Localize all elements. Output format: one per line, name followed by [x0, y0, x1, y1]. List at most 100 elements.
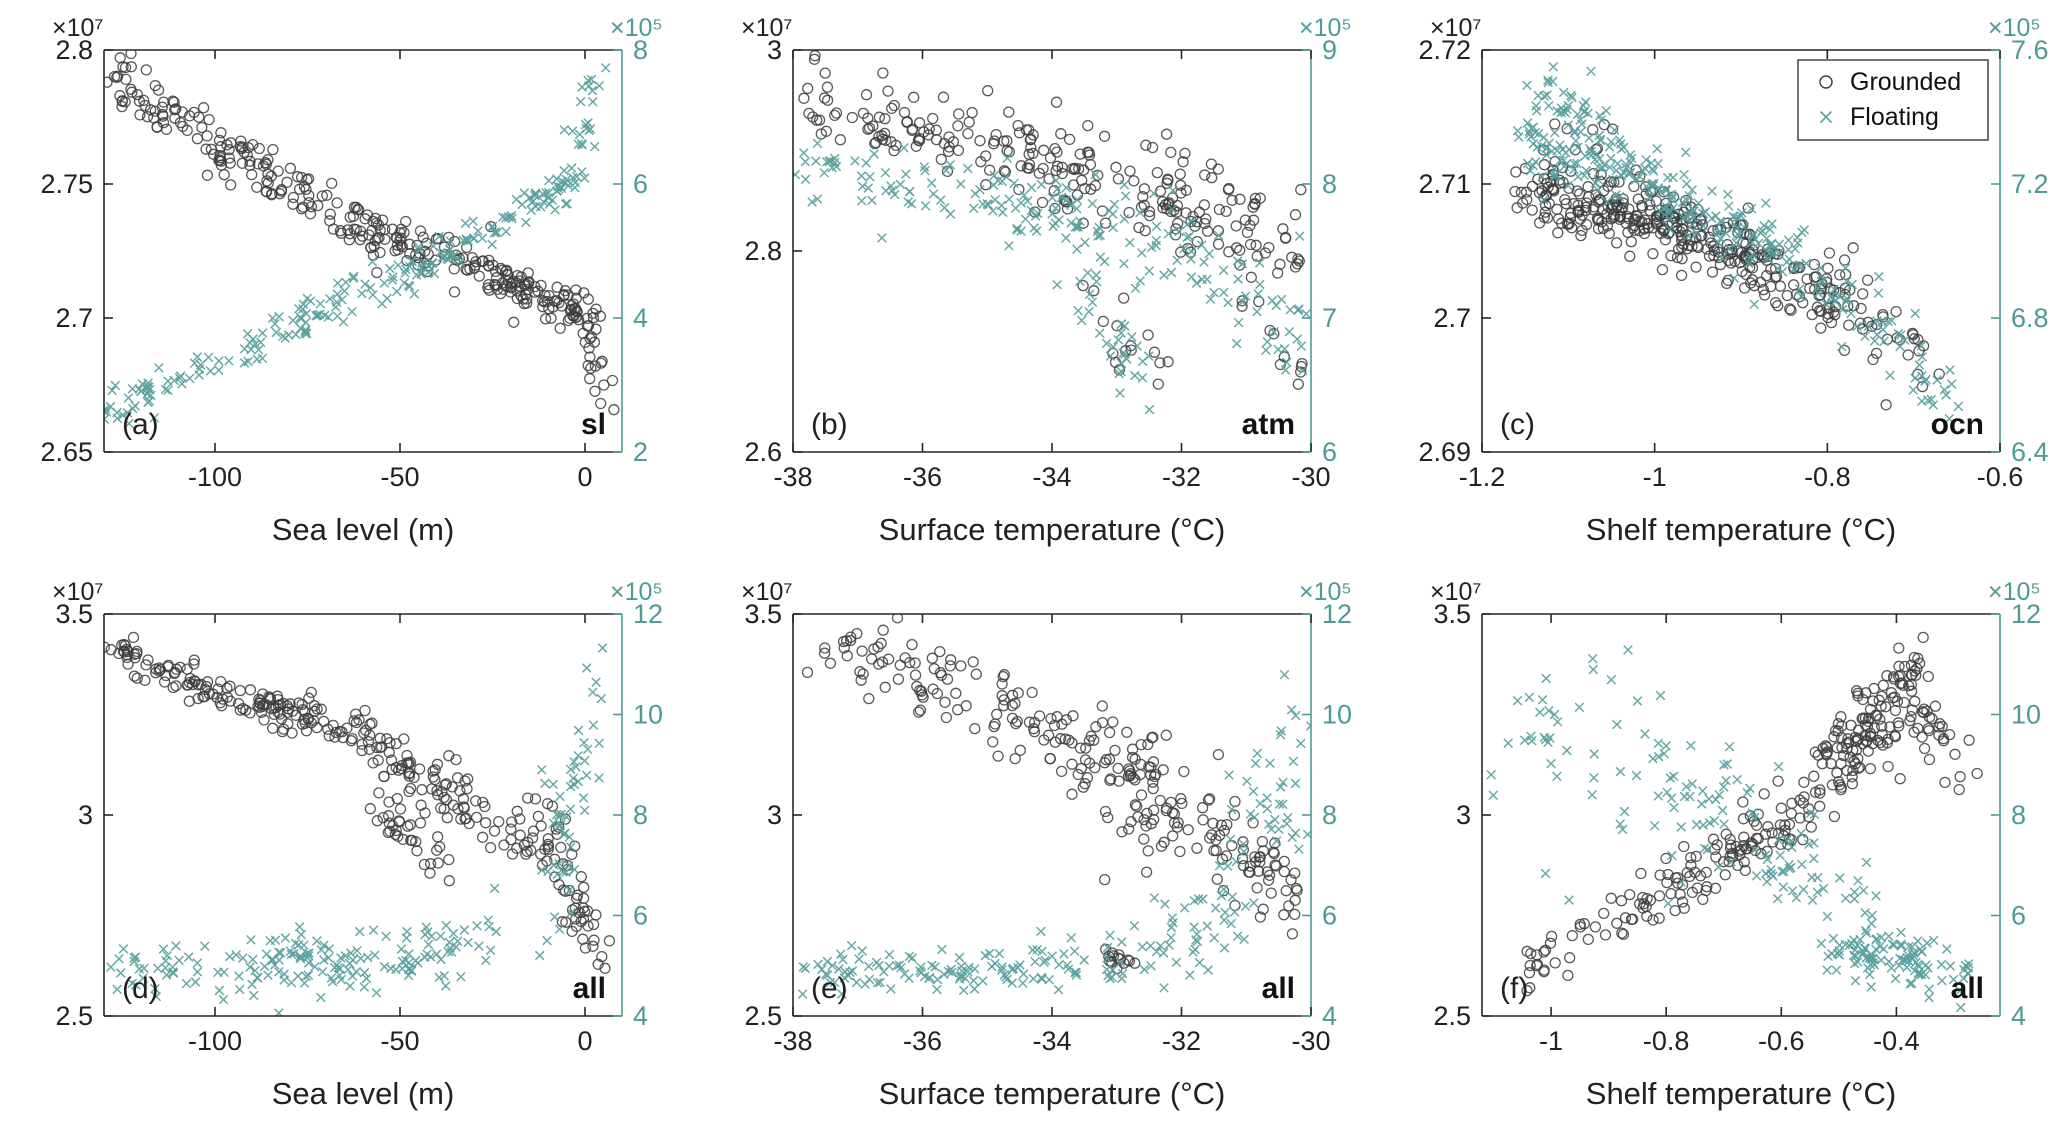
scatter-plot-d: -100 -50 0 2.5 3 3.5 4 6 8 10 12 ×10⁷ ×10⁵ Sea level …: [52, 578, 663, 1111]
plot-area: [797, 614, 1311, 999]
svg-text:2.5: 2.5: [1433, 1001, 1471, 1031]
svg-text:-50: -50: [380, 1026, 419, 1056]
svg-text:sl: sl: [581, 408, 606, 441]
scatter-plot-b: -38 -36 -34 -32 -30 2.6 2.8 3 6 7 8 9 ×10⁷ ×10⁵ Surfac…: [741, 14, 1352, 547]
svg-text:3: 3: [767, 800, 782, 830]
svg-text:-1: -1: [1643, 462, 1667, 492]
svg-text:-38: -38: [773, 462, 812, 492]
svg-text:×10⁷: ×10⁷: [741, 578, 792, 606]
svg-text:-0.8: -0.8: [1804, 462, 1851, 492]
axes: -1 -0.8 -0.6 -0.4 2.5 3 3.5 4 6 8 10 12 ×10⁷ ×10⁵ Shel…: [1430, 578, 2041, 1111]
svg-text:atm: atm: [1242, 408, 1295, 441]
svg-text:Surface temperature (°C): Surface temperature (°C): [879, 512, 1226, 547]
series-floating: [104, 62, 611, 429]
svg-text:×10⁵: ×10⁵: [610, 578, 663, 606]
axes: -100 -50 0 2.5 3 3.5 4 6 8 10 12 ×10⁷ ×10⁵ Sea level …: [52, 578, 663, 1111]
svg-text:2.69: 2.69: [1418, 437, 1471, 467]
svg-text:-0.6: -0.6: [1758, 1026, 1805, 1056]
series-grounded: [798, 50, 1308, 390]
series-floating: [1512, 61, 1964, 424]
svg-text:Shelf temperature (°C): Shelf temperature (°C): [1586, 1076, 1896, 1111]
svg-text:4: 4: [633, 1001, 648, 1031]
svg-text:-0.6: -0.6: [1977, 462, 2024, 492]
panel-e: -38 -36 -34 -32 -30 2.5 3 3.5 4 6 8 10 12 ×10⁷ ×10⁵ Sur…: [689, 564, 1378, 1128]
panel-d: -100 -50 0 2.5 3 3.5 4 6 8 10 12 ×10⁷ ×10⁵ Sea level …: [0, 564, 689, 1128]
svg-text:-36: -36: [903, 462, 942, 492]
svg-text:(c): (c): [1500, 408, 1535, 441]
svg-text:(b): (b): [811, 408, 848, 441]
svg-text:×10⁷: ×10⁷: [741, 14, 792, 42]
svg-text:7.6: 7.6: [2011, 35, 2049, 65]
svg-text:(f): (f): [1500, 972, 1528, 1005]
svg-text:8: 8: [1322, 169, 1337, 199]
plot-area: [104, 631, 616, 1016]
svg-text:3.5: 3.5: [55, 599, 93, 629]
svg-text:2: 2: [633, 437, 648, 467]
svg-text:Floating: Floating: [1850, 103, 1939, 131]
svg-text:6: 6: [1322, 437, 1337, 467]
svg-text:2.5: 2.5: [55, 1001, 93, 1031]
svg-text:8: 8: [633, 800, 648, 830]
svg-text:12: 12: [1322, 599, 1352, 629]
svg-text:(a): (a): [122, 408, 159, 441]
svg-text:2.6: 2.6: [744, 437, 782, 467]
svg-text:2.7: 2.7: [55, 303, 93, 333]
svg-text:2.75: 2.75: [40, 169, 93, 199]
svg-text:-100: -100: [188, 1026, 242, 1056]
legend: Grounded Floating: [1797, 59, 1989, 141]
scatter-plot-e: -38 -36 -34 -32 -30 2.5 3 3.5 4 6 8 10 12 ×10⁷ ×10⁵ Sur…: [741, 578, 1352, 1111]
svg-text:-0.4: -0.4: [1873, 1026, 1920, 1056]
svg-text:Surface temperature (°C): Surface temperature (°C): [879, 1076, 1226, 1111]
plot-area: [1509, 61, 1964, 424]
svg-text:-100: -100: [188, 462, 242, 492]
svg-text:Sea level (m): Sea level (m): [272, 1076, 455, 1111]
svg-text:(e): (e): [811, 972, 848, 1005]
svg-text:2.71: 2.71: [1418, 169, 1471, 199]
svg-text:4: 4: [1322, 1001, 1337, 1031]
svg-text:×10⁵: ×10⁵: [1988, 14, 2041, 42]
svg-text:×10⁷: ×10⁷: [1430, 578, 1481, 606]
svg-text:3.5: 3.5: [744, 599, 782, 629]
svg-text:Grounded: Grounded: [1850, 68, 1961, 96]
svg-text:2.65: 2.65: [40, 437, 93, 467]
svg-text:(d): (d): [122, 972, 159, 1005]
svg-text:8: 8: [633, 35, 648, 65]
svg-text:8: 8: [1322, 800, 1337, 830]
svg-text:12: 12: [633, 599, 663, 629]
panel-b: -38 -36 -34 -32 -30 2.6 2.8 3 6 7 8 9 ×10⁷ ×10⁵ Surfac…: [689, 0, 1378, 564]
panel-f: -1 -0.8 -0.6 -0.4 2.5 3 3.5 4 6 8 10 12 ×10⁷ ×10⁵ Shel…: [1378, 564, 2067, 1128]
svg-text:×10⁷: ×10⁷: [1430, 14, 1481, 42]
svg-text:6.4: 6.4: [2011, 437, 2049, 467]
svg-text:6.8: 6.8: [2011, 303, 2049, 333]
svg-text:×10⁵: ×10⁵: [1299, 578, 1352, 606]
series-floating: [793, 138, 1311, 415]
svg-text:2.5: 2.5: [744, 1001, 782, 1031]
panel-a: -100 -50 0 2.65 2.7 2.75 2.8 2 4 6 8 ×10⁷ ×10⁵ Sea le…: [0, 0, 689, 564]
svg-text:-1: -1: [1539, 1026, 1563, 1056]
panel-c: -1.2 -1 -0.8 -0.6 2.69 2.7 2.71 2.72 6.4 6.8 7.2 7.…: [1378, 0, 2067, 564]
series-grounded: [801, 614, 1303, 975]
svg-text:-36: -36: [903, 1026, 942, 1056]
svg-text:9: 9: [1322, 35, 1337, 65]
svg-text:all: all: [1262, 972, 1295, 1005]
svg-text:-38: -38: [773, 1026, 812, 1056]
svg-text:-34: -34: [1032, 462, 1071, 492]
series-grounded: [104, 50, 620, 416]
series-floating: [797, 669, 1311, 999]
series-grounded: [104, 631, 616, 974]
svg-text:2.72: 2.72: [1418, 35, 1471, 65]
svg-text:6: 6: [633, 169, 648, 199]
svg-text:4: 4: [2011, 1001, 2026, 1031]
scatter-plot-a: -100 -50 0 2.65 2.7 2.75 2.8 2 4 6 8 ×10⁷ ×10⁵ Sea le…: [40, 14, 662, 547]
svg-text:ocn: ocn: [1931, 408, 1984, 441]
svg-text:7: 7: [1322, 303, 1337, 333]
series-floating: [106, 643, 608, 1016]
svg-text:3: 3: [767, 35, 782, 65]
svg-text:6: 6: [633, 901, 648, 931]
svg-text:×10⁵: ×10⁵: [1988, 578, 2041, 606]
plot-area: [104, 50, 620, 429]
axes: -38 -36 -34 -32 -30 2.6 2.8 3 6 7 8 9 ×10⁷ ×10⁵ Surfac…: [741, 14, 1352, 547]
svg-text:2.8: 2.8: [744, 236, 782, 266]
svg-text:3: 3: [78, 800, 93, 830]
